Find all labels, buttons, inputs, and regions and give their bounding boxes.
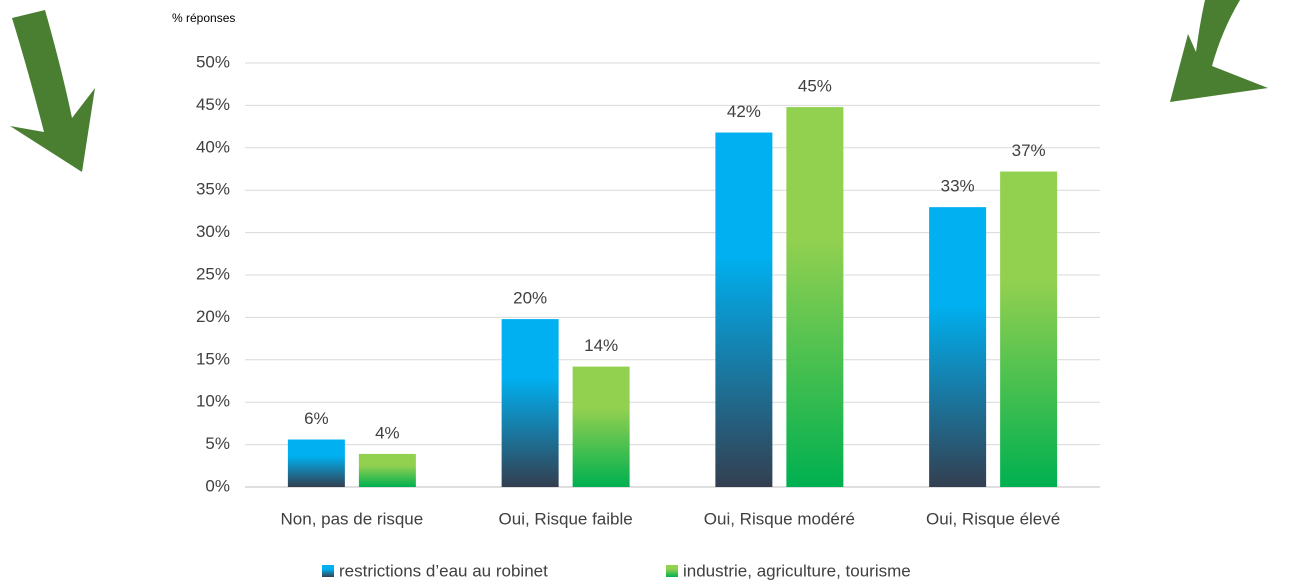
y-tick-label: 20% <box>196 307 230 326</box>
legend-label: industrie, agriculture, tourisme <box>683 561 911 580</box>
y-tick-label: 10% <box>196 392 230 411</box>
y-axis-label: % réponses <box>172 11 235 25</box>
bar <box>929 207 987 487</box>
data-label: 45% <box>798 77 832 96</box>
bar <box>501 319 559 487</box>
y-tick-label: 45% <box>196 95 230 114</box>
y-tick-label: 5% <box>205 434 230 453</box>
bar <box>287 439 345 487</box>
data-label: 37% <box>1012 141 1046 160</box>
data-label: 42% <box>727 102 761 121</box>
y-tick-label: 15% <box>196 349 230 368</box>
data-label: 14% <box>584 336 618 355</box>
x-tick-label: Oui, Risque élevé <box>926 509 1060 528</box>
y-tick-label: 0% <box>205 476 230 495</box>
legend-label: restrictions d’eau au robinet <box>339 561 548 580</box>
data-label: 33% <box>941 177 975 196</box>
legend-swatch <box>666 565 678 577</box>
data-label: 4% <box>375 423 400 442</box>
x-tick-label: Oui, Risque faible <box>499 509 633 528</box>
y-tick-label: 50% <box>196 52 230 71</box>
x-tick-label: Non, pas de risque <box>281 509 424 528</box>
data-label: 6% <box>304 409 329 428</box>
bar <box>786 107 844 487</box>
y-tick-label: 35% <box>196 180 230 199</box>
decorative-arrow <box>10 10 95 172</box>
bar <box>358 453 416 487</box>
legend-swatch <box>322 565 334 577</box>
y-tick-label: 30% <box>196 222 230 241</box>
bar <box>1000 171 1058 487</box>
y-tick-label: 25% <box>196 264 230 283</box>
bar <box>715 132 773 487</box>
y-tick-label: 40% <box>196 137 230 156</box>
bar <box>572 366 630 487</box>
x-tick-label: Oui, Risque modéré <box>704 509 855 528</box>
decorative-arrow <box>1170 0 1268 102</box>
data-label: 20% <box>513 289 547 308</box>
